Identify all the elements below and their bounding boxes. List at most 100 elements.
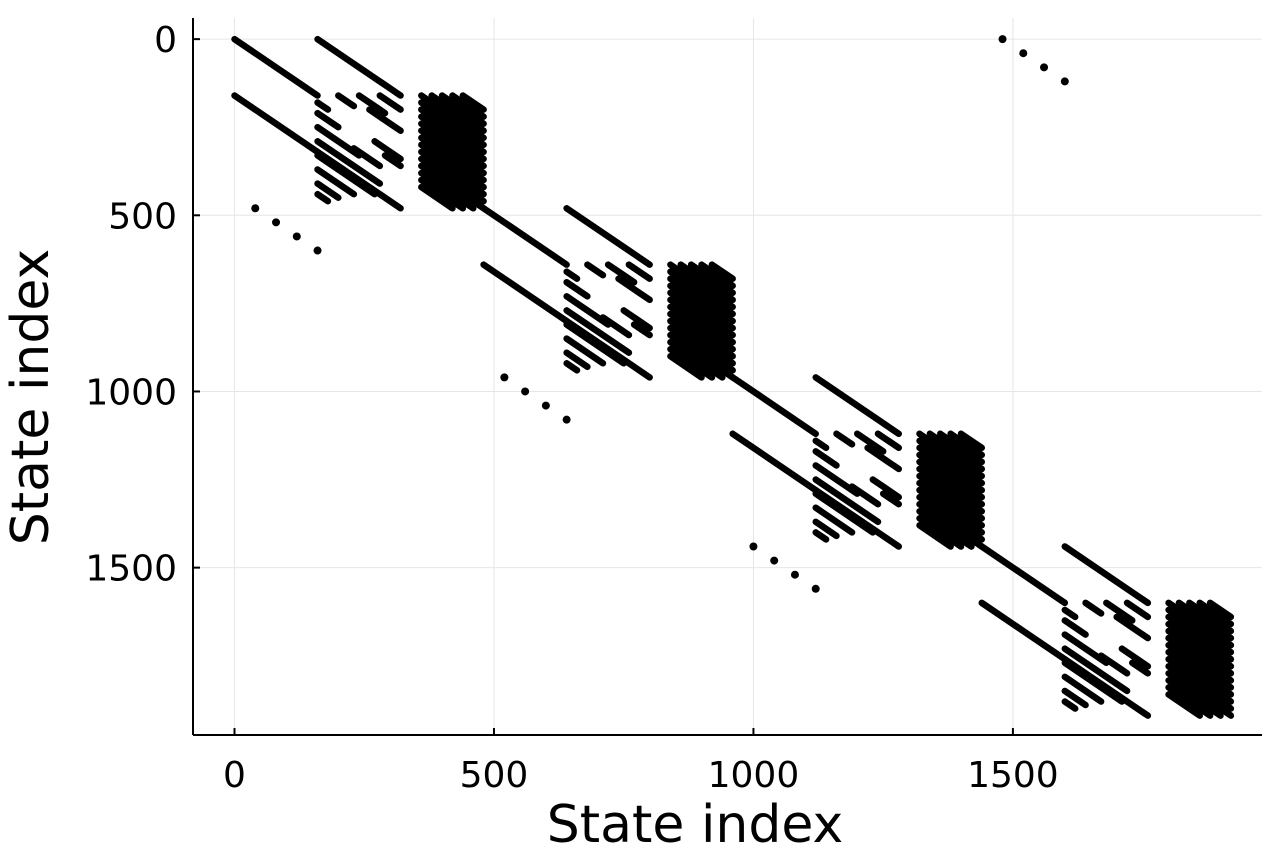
nonzero-dot [811,584,820,593]
nonzero-band [418,92,487,142]
nonzero-band [978,599,1069,663]
nonzero-band [350,145,384,170]
nonzero-band [1082,599,1105,617]
nonzero-band [812,374,902,438]
x-tick-label: 0 [223,755,246,796]
nonzero-band [314,35,404,99]
nonzero-band [376,92,404,113]
nonzero-band [667,268,736,318]
nonzero-band [667,296,736,346]
nonzero-band [916,508,975,550]
nonzero-band [916,444,986,494]
y-axis-label: State index [1,249,61,545]
nonzero-band [677,261,736,304]
nonzero-band [667,331,736,381]
nonzero-band [916,465,986,515]
nonzero-band [708,261,736,282]
nonzero-band [418,162,487,212]
nonzero-band [667,345,716,381]
nonzero-band [812,476,882,526]
nonzero-band [916,472,986,522]
nonzero-band [812,437,830,452]
nonzero-band [480,205,570,268]
nonzero-band [916,437,986,487]
nonzero-band [1186,599,1235,635]
nonzero-band [947,430,986,459]
nonzero-band [563,321,627,367]
nonzero-band [1129,659,1152,677]
nonzero-band [853,430,887,455]
nonzero-band [1165,655,1235,705]
nonzero-band [1165,670,1235,719]
nonzero-band [1165,648,1235,698]
nonzero-band [480,261,570,325]
series-group [251,35,1069,593]
nonzero-band [916,500,986,550]
nonzero-dot [749,542,758,551]
y-tick-label: 1500 [85,549,177,590]
nonzero-band [418,148,487,198]
nonzero-band [1061,606,1079,621]
nonzero-band [563,268,581,282]
nonzero-band [916,515,965,550]
nonzero-dot [1060,77,1069,86]
nonzero-band [604,261,638,286]
nonzero-band [314,180,342,201]
nonzero-band [667,352,705,381]
nonzero-band [418,127,487,177]
nonzero-band [1061,645,1131,695]
nonzero-band [231,35,321,99]
nonzero-dot [541,401,550,410]
nonzero-band [563,279,591,300]
nonzero-dot [562,415,571,424]
series-group [314,92,1152,712]
nonzero-band [729,430,819,494]
nonzero-band [625,261,653,282]
nonzero-band [1165,613,1235,663]
nonzero-band [418,106,487,156]
nonzero-band [1061,673,1105,705]
nonzero-band [418,99,487,149]
y-tick-label: 500 [108,196,177,237]
nonzero-band [833,430,856,448]
nonzero-band [428,92,487,134]
nonzero-dot [251,204,260,213]
nonzero-band [687,261,736,297]
x-tick-label: 1000 [708,755,800,796]
nonzero-band [864,444,902,473]
nonzero-band [874,430,902,452]
nonzero-band [916,430,986,480]
nonzero-band [879,490,902,508]
nonzero-band [1175,599,1235,642]
nonzero-band [812,529,830,543]
x-tick-label: 500 [460,755,529,796]
plot-marks [231,35,1235,719]
nonzero-band [957,430,986,452]
nonzero-band [563,360,581,374]
nonzero-band [371,138,404,163]
nonzero-band [729,374,819,438]
nonzero-band [314,138,384,187]
nonzero-band [584,261,607,279]
nonzero-band [630,321,653,339]
nonzero-band [418,134,487,184]
nonzero-band [926,430,986,473]
nonzero-band [1165,606,1235,656]
nonzero-band [231,92,321,156]
nonzero-band [916,479,986,529]
nonzero-dot [770,556,779,565]
nonzero-band [667,303,736,353]
nonzero-dot [521,387,530,396]
nonzero-band [667,317,736,367]
nonzero-band [667,289,736,339]
nonzero-band [978,543,1069,607]
nonzero-band [1123,599,1152,621]
nonzero-band [418,141,487,191]
nonzero-band [1206,599,1235,621]
nonzero-band [937,430,986,466]
nonzero-band [335,92,358,110]
nonzero-band [418,176,467,212]
nonzero-band [563,307,633,356]
nonzero-band [1103,599,1136,624]
